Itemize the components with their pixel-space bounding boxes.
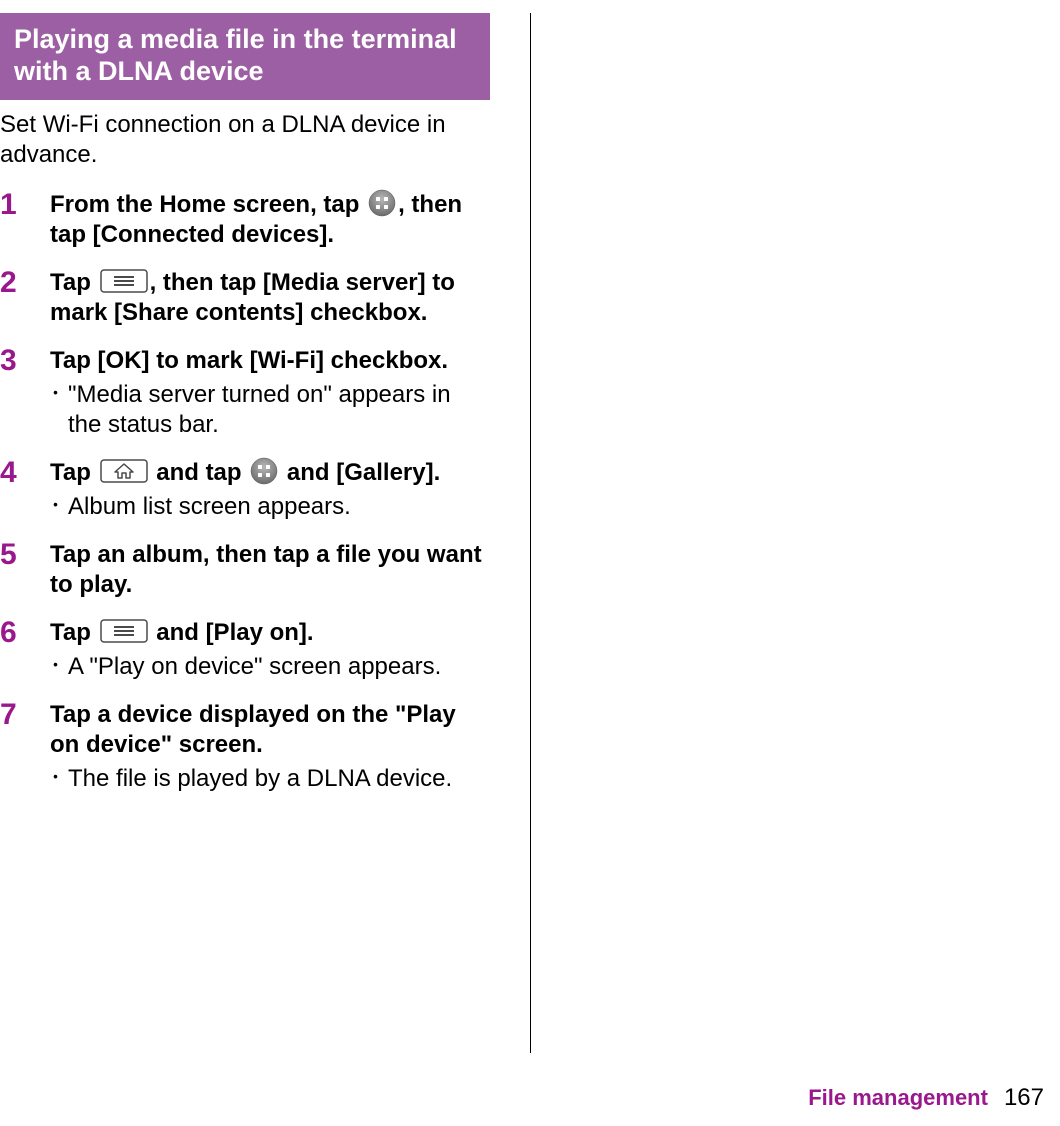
step-instruction: Tap [OK] to mark [Wi-Fi] checkbox.: [50, 346, 490, 376]
steps-list: 1From the Home screen, tap , then tap [C…: [0, 190, 490, 794]
step-number: 1: [0, 190, 50, 220]
menu-key-icon: [100, 619, 148, 643]
step: 7Tap a device displayed on the "Play on …: [0, 700, 490, 794]
step: 1From the Home screen, tap , then tap [C…: [0, 190, 490, 250]
step-body: From the Home screen, tap , then tap [Co…: [50, 190, 490, 250]
step-number: 3: [0, 346, 50, 376]
bullet-icon: ･: [50, 652, 68, 681]
step-body: Tap [OK] to mark [Wi-Fi] checkbox. ･"Medi…: [50, 346, 490, 440]
intro-text: Set Wi-Fi connection on a DLNA device in…: [0, 110, 490, 170]
step-instruction: From the Home screen, tap , then tap [Co…: [50, 190, 490, 250]
step: 4Tap and tap and [Gallery]. ･Album list s…: [0, 458, 490, 522]
apps-icon: [250, 457, 278, 485]
step-body: Tap and tap and [Gallery]. ･Album list sc…: [50, 458, 490, 522]
step-instruction: Tap and tap and [Gallery].: [50, 458, 490, 488]
step-instruction: Tap an album, then tap a file you want t…: [50, 540, 490, 600]
step-note: ･Album list screen appears.: [50, 492, 490, 522]
home-key-icon: [100, 459, 148, 483]
step-note: ･The file is played by a DLNA device.: [50, 764, 490, 794]
step-number: 2: [0, 268, 50, 298]
bullet-icon: ･: [50, 492, 68, 521]
step-note: ･A "Play on device" screen appears.: [50, 652, 490, 682]
step: 5Tap an album, then tap a file you want …: [0, 540, 490, 600]
step: 2Tap , then tap [Media server] to mark […: [0, 268, 490, 328]
step-note: ･"Media server turned on" appears in the…: [50, 380, 490, 440]
step: 6Tap and [Play on]. ･A "Play on device" s…: [0, 618, 490, 682]
section-header: Playing a media file in the terminal wit…: [0, 13, 490, 100]
step-note-text: Album list screen appears.: [68, 492, 490, 522]
step-note-text: A "Play on device" screen appears.: [68, 652, 490, 682]
footer-page-number: 167: [1004, 1084, 1044, 1112]
apps-icon: [368, 189, 396, 217]
step-body: Tap and [Play on]. ･A "Play on device" sc…: [50, 618, 490, 682]
step-number: 6: [0, 618, 50, 648]
step-body: Tap a device displayed on the "Play on d…: [50, 700, 490, 794]
bullet-icon: ･: [50, 764, 68, 793]
footer-section-label: File management: [808, 1085, 988, 1111]
left-column: Playing a media file in the terminal wit…: [0, 13, 490, 812]
manual-page: Playing a media file in the terminal wit…: [0, 0, 1060, 1126]
step-instruction: Tap , then tap [Media server] to mark [S…: [50, 268, 490, 328]
column-divider: [530, 13, 531, 1053]
bullet-icon: ･: [50, 380, 68, 409]
step-note-text: The file is played by a DLNA device.: [68, 764, 490, 794]
step-instruction: Tap and [Play on].: [50, 618, 490, 648]
step-number: 5: [0, 540, 50, 570]
step-number: 7: [0, 700, 50, 730]
step: 3Tap [OK] to mark [Wi-Fi] checkbox. ･"Med…: [0, 346, 490, 440]
step-number: 4: [0, 458, 50, 488]
step-body: Tap an album, then tap a file you want t…: [50, 540, 490, 600]
menu-key-icon: [100, 269, 148, 293]
step-body: Tap , then tap [Media server] to mark [S…: [50, 268, 490, 328]
page-footer: File management 167: [808, 1084, 1044, 1112]
step-instruction: Tap a device displayed on the "Play on d…: [50, 700, 490, 760]
step-note-text: "Media server turned on" appears in the …: [68, 380, 490, 440]
